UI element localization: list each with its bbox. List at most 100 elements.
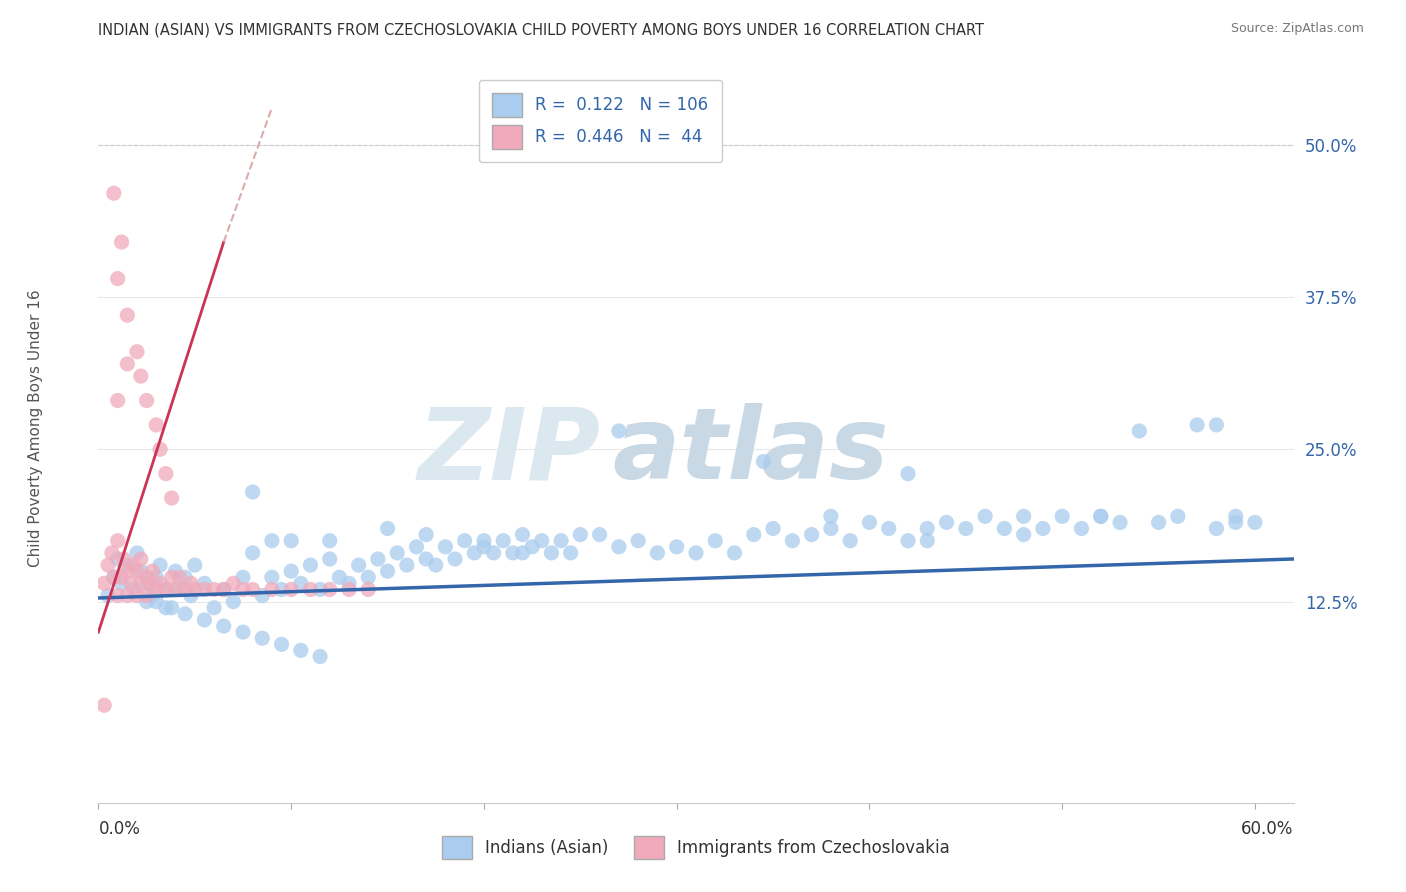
Point xyxy=(107,552,129,566)
Point xyxy=(569,527,592,541)
Point xyxy=(782,533,804,548)
Point xyxy=(117,308,139,322)
Point xyxy=(405,540,427,554)
Point xyxy=(877,521,900,535)
Text: atlas: atlas xyxy=(612,403,889,500)
Point xyxy=(222,594,245,608)
Point xyxy=(858,516,880,530)
Point xyxy=(155,582,177,597)
Point xyxy=(897,467,920,481)
Point xyxy=(704,533,727,548)
Point xyxy=(1185,417,1208,432)
Point xyxy=(129,369,152,384)
Point xyxy=(145,582,167,597)
Point xyxy=(222,576,245,591)
Point xyxy=(1012,527,1035,541)
Point xyxy=(299,558,322,573)
Point xyxy=(160,491,183,505)
Point xyxy=(129,564,152,578)
Point xyxy=(280,533,302,548)
Point xyxy=(415,552,437,566)
Point xyxy=(993,521,1015,535)
Point xyxy=(174,570,197,584)
Point xyxy=(174,607,197,621)
Point xyxy=(149,576,172,591)
Point xyxy=(165,582,187,597)
Point xyxy=(117,558,139,573)
Point xyxy=(512,546,534,560)
Point xyxy=(193,576,215,591)
Point xyxy=(169,570,191,584)
Point xyxy=(97,589,120,603)
Point xyxy=(139,576,162,591)
Point xyxy=(112,552,135,566)
Point xyxy=(935,516,957,530)
Point xyxy=(337,582,360,597)
Point xyxy=(122,558,145,573)
Point xyxy=(145,417,167,432)
Point xyxy=(512,527,534,541)
Point xyxy=(520,540,543,554)
Point xyxy=(1032,521,1054,535)
Point xyxy=(415,527,437,541)
Point xyxy=(955,521,977,535)
Point xyxy=(141,589,163,603)
Text: INDIAN (ASIAN) VS IMMIGRANTS FROM CZECHOSLOVAKIA CHILD POVERTY AMONG BOYS UNDER : INDIAN (ASIAN) VS IMMIGRANTS FROM CZECHO… xyxy=(98,22,984,37)
Point xyxy=(328,570,350,584)
Point xyxy=(742,527,765,541)
Point xyxy=(627,533,650,548)
Point xyxy=(135,393,157,408)
Legend: Indians (Asian), Immigrants from Czechoslovakia: Indians (Asian), Immigrants from Czechos… xyxy=(433,828,959,868)
Point xyxy=(212,582,235,597)
Point xyxy=(117,564,139,578)
Point xyxy=(103,570,125,584)
Point xyxy=(367,552,389,566)
Point xyxy=(135,594,157,608)
Point xyxy=(155,582,177,597)
Point xyxy=(193,582,215,597)
Point xyxy=(1147,516,1170,530)
Point xyxy=(155,467,177,481)
Text: ZIP: ZIP xyxy=(418,403,600,500)
Point xyxy=(290,643,312,657)
Point xyxy=(309,649,332,664)
Point xyxy=(665,540,688,554)
Point xyxy=(1070,521,1092,535)
Point xyxy=(193,613,215,627)
Point xyxy=(309,582,332,597)
Point xyxy=(1225,509,1247,524)
Text: Source: ZipAtlas.com: Source: ZipAtlas.com xyxy=(1230,22,1364,36)
Point xyxy=(502,546,524,560)
Point xyxy=(242,546,264,560)
Point xyxy=(110,576,132,591)
Point xyxy=(540,546,562,560)
Point xyxy=(319,533,342,548)
Point xyxy=(820,521,842,535)
Point xyxy=(444,552,467,566)
Point xyxy=(347,558,370,573)
Point xyxy=(184,558,207,573)
Text: 60.0%: 60.0% xyxy=(1241,820,1294,838)
Point xyxy=(103,186,125,201)
Point xyxy=(155,600,177,615)
Point xyxy=(125,344,148,359)
Point xyxy=(472,540,495,554)
Point xyxy=(129,552,152,566)
Point xyxy=(107,589,129,603)
Point xyxy=(184,582,207,597)
Point xyxy=(917,533,939,548)
Point xyxy=(588,527,610,541)
Point xyxy=(101,546,124,560)
Point xyxy=(125,564,148,578)
Point xyxy=(107,533,129,548)
Point xyxy=(93,576,115,591)
Point xyxy=(260,582,283,597)
Point xyxy=(145,594,167,608)
Point xyxy=(135,570,157,584)
Point xyxy=(149,442,172,457)
Point xyxy=(1050,509,1073,524)
Point xyxy=(530,533,553,548)
Point xyxy=(974,509,997,524)
Point xyxy=(242,582,264,597)
Point xyxy=(1012,509,1035,524)
